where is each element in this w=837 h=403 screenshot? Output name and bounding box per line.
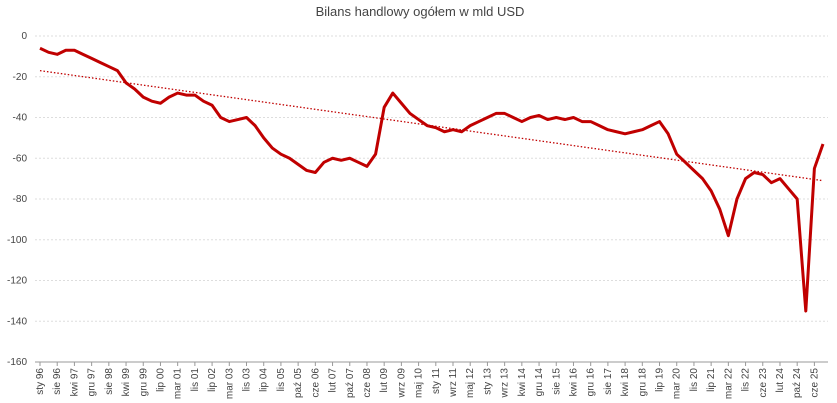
x-tick-label: cze 08 xyxy=(362,368,373,398)
x-tick-label: lip 04 xyxy=(259,368,270,392)
y-tick-label: -100 xyxy=(7,235,27,246)
trend-line xyxy=(39,69,824,182)
x-tick-label: lis 03 xyxy=(242,368,253,392)
x-tick-label: sty 96 xyxy=(35,368,46,395)
x-tick-label: sie 96 xyxy=(52,368,63,395)
y-tick-label: -80 xyxy=(13,194,28,205)
x-tick-label: lut 07 xyxy=(328,368,339,393)
y-tick-label: -160 xyxy=(7,357,27,368)
x-tick-label: wrz 13 xyxy=(500,368,511,399)
x-tick-label: kwi 99 xyxy=(121,368,132,397)
x-tick-label: gru 99 xyxy=(138,368,149,397)
x-tick-label: gru 18 xyxy=(637,368,648,397)
x-tick-label: lis 01 xyxy=(190,368,201,392)
y-tick-label: -60 xyxy=(13,153,28,164)
x-tick-label: sty 11 xyxy=(431,368,442,394)
x-tick-label: lut 09 xyxy=(379,368,390,393)
x-tick-label: lis 05 xyxy=(276,368,287,392)
x-tick-label: lip 19 xyxy=(655,368,666,392)
series-line xyxy=(39,46,825,313)
x-tick-label: paź 24 xyxy=(792,368,803,398)
x-tick-label: kwi 18 xyxy=(620,368,631,397)
y-tick-label: -20 xyxy=(13,72,28,83)
x-tick-label: gru 16 xyxy=(586,368,597,397)
y-tick-label: -120 xyxy=(7,276,27,287)
x-tick-label: gru 14 xyxy=(534,368,545,397)
x-tick-label: lip 21 xyxy=(706,368,717,392)
x-tick-label: paź 05 xyxy=(293,368,304,398)
x-tick-label: lip 00 xyxy=(155,368,166,392)
x-tick-label: maj 10 xyxy=(414,368,425,398)
x-tick-label: sie 15 xyxy=(551,368,562,395)
x-tick-label: sty 13 xyxy=(482,368,493,395)
x-tick-label: wrz 09 xyxy=(396,368,407,399)
x-tick-label: mar 03 xyxy=(224,368,235,400)
chart-title: Bilans handlowy ogółem w mld USD xyxy=(316,4,525,19)
x-tick-label: cze 25 xyxy=(809,368,820,398)
x-tick-label: mar 22 xyxy=(723,368,734,400)
x-tick-label: cze 06 xyxy=(310,368,321,398)
x-tick-label: kwi 97 xyxy=(69,368,80,397)
x-tick-label: mar 01 xyxy=(173,368,184,400)
x-tick-label: kwi 16 xyxy=(568,368,579,397)
x-tick-label: maj 12 xyxy=(465,368,476,398)
x-tick-label: gru 97 xyxy=(87,368,98,397)
x-tick-label: lut 24 xyxy=(775,368,786,393)
y-tick-label: 0 xyxy=(21,31,27,42)
x-tick-label: lis 22 xyxy=(741,368,752,392)
x-tick-label: wrz 11 xyxy=(448,368,459,398)
x-tick-label: lip 02 xyxy=(207,368,218,392)
x-tick-label: kwi 14 xyxy=(517,368,528,397)
x-tick-label: paź 07 xyxy=(345,368,356,398)
x-tick-label: lis 20 xyxy=(689,368,700,392)
x-tick-label: sie 98 xyxy=(104,368,115,395)
x-tick-label: sie 17 xyxy=(603,368,614,395)
x-tick-label: mar 20 xyxy=(672,368,683,400)
x-tick-label: cze 23 xyxy=(758,368,769,398)
y-tick-label: -40 xyxy=(13,113,28,124)
y-tick-label: -140 xyxy=(7,316,27,327)
